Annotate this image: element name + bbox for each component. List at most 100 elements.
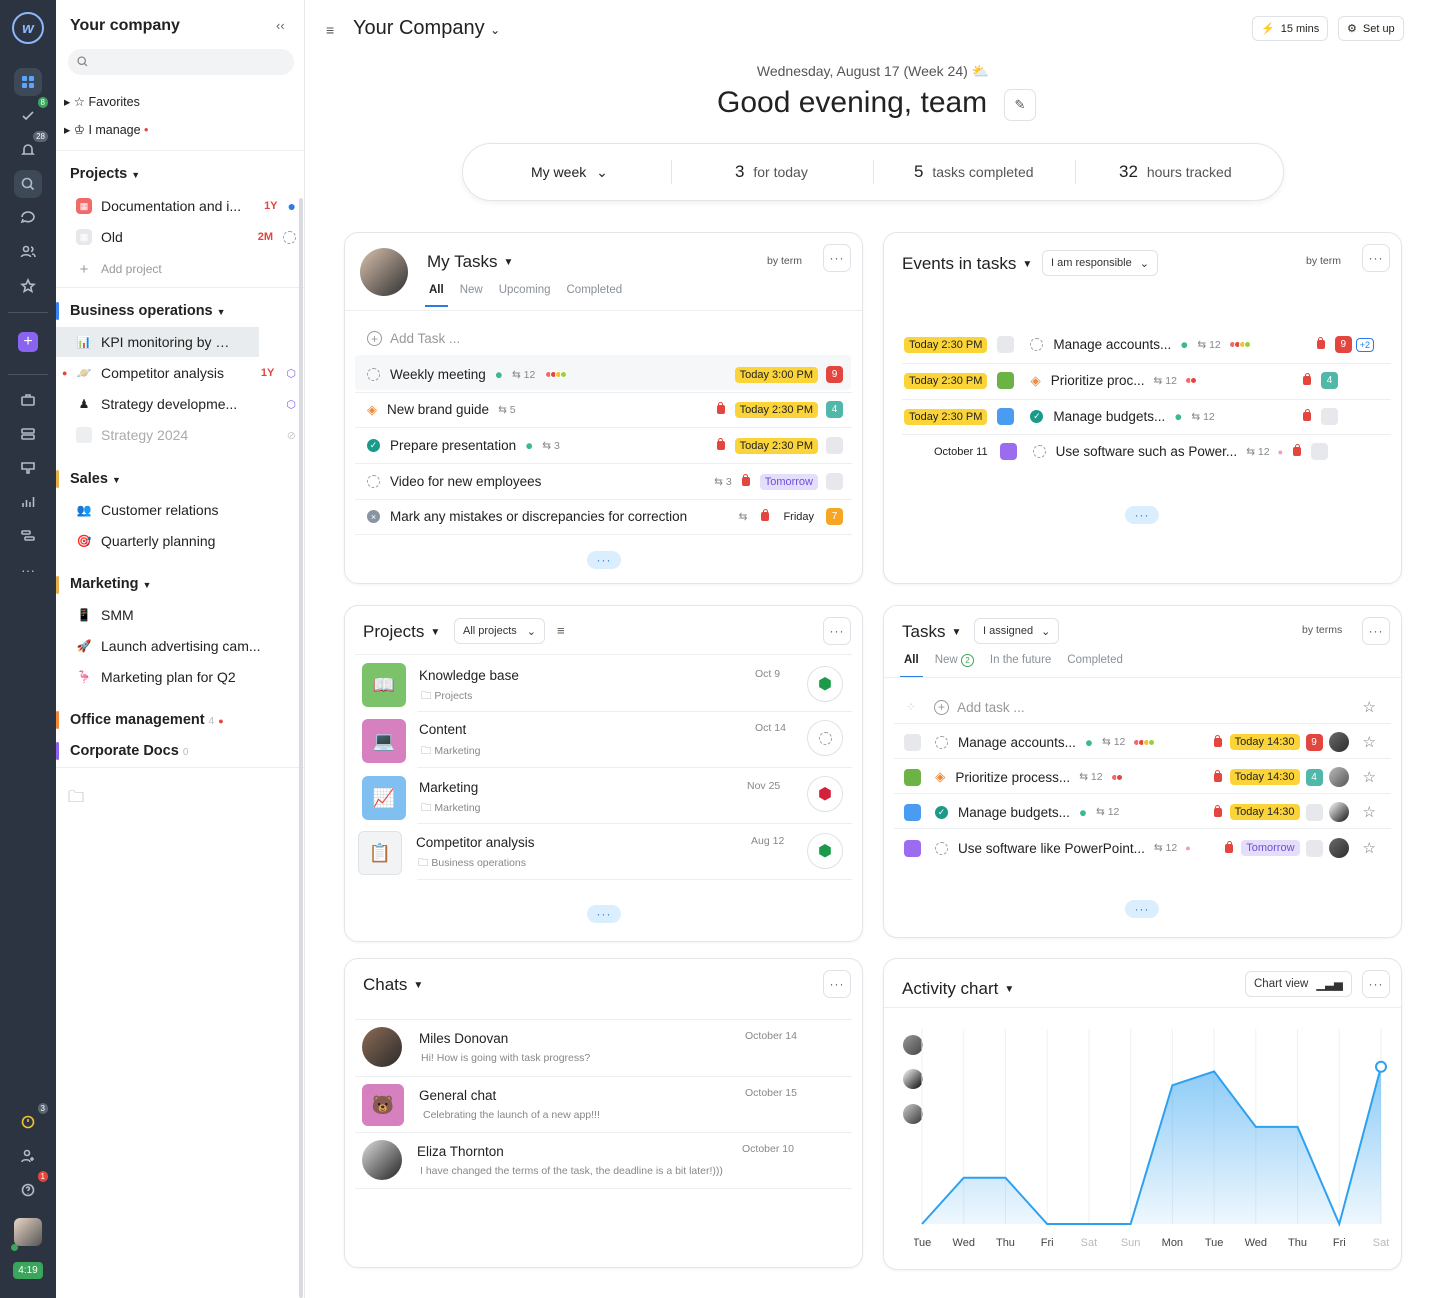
responsible-filter[interactable]: I am responsible ⌄ <box>1042 250 1158 276</box>
gantt-icon[interactable] <box>14 522 42 550</box>
sidebar-item-customer-relations[interactable]: 👥 Customer relations <box>76 497 296 523</box>
sort-by-term[interactable]: by term <box>767 255 803 267</box>
sidebar-project-documentation[interactable]: ▦ Documentation and i... 1Y ● <box>76 193 296 219</box>
tasks-title[interactable]: Tasks ▼ <box>902 622 962 641</box>
sidebar-item-quarterly[interactable]: 🎯 Quarterly planning <box>76 528 296 554</box>
sidebar-item-strategy-dev[interactable]: ♟ Strategy developme... ⬡ <box>76 391 296 417</box>
star-icon[interactable]: ☆ <box>1362 804 1376 821</box>
tasks-icon[interactable]: 8 <box>14 97 48 130</box>
sort-by-terms[interactable]: by terms <box>1302 624 1343 636</box>
task-row[interactable]: Weekly meeting ● ⇆ 12 Today 3:00 PM 9 <box>367 366 843 383</box>
show-more-button[interactable]: ··· <box>587 551 621 569</box>
add-task-input[interactable]: ⁘ + Add task ... ☆ <box>906 698 1376 716</box>
tab-new[interactable]: New <box>459 284 483 296</box>
tab-future[interactable]: In the future <box>989 654 1052 666</box>
chats-title[interactable]: Chats ▼ <box>363 975 424 994</box>
projects-group-title[interactable]: Projects ▼ <box>70 166 141 182</box>
task-row[interactable]: ✓ Manage budgets... ● ⇆ 12 Today 14:30 ☆ <box>904 802 1376 822</box>
briefcase-icon[interactable] <box>14 386 42 414</box>
chat-row[interactable]: Miles Donovan Hi! How is going with task… <box>355 1023 851 1075</box>
sidebar-item-kpi[interactable]: 📊 KPI monitoring by de... <box>76 329 296 355</box>
member-avatar[interactable] <box>903 1035 923 1055</box>
add-task-input[interactable]: + Add Task ... <box>367 331 460 346</box>
event-row[interactable]: Today 2:30 PM ◈ Prioritize proc... ⇆ 12 4 <box>904 372 1374 389</box>
chat-icon[interactable] <box>14 204 42 232</box>
member-avatar[interactable] <box>903 1069 923 1089</box>
my-tasks-title[interactable]: My Tasks ▼ <box>427 252 514 271</box>
sidebar-search-input[interactable] <box>68 49 294 75</box>
add-project-button[interactable]: + Add project <box>76 256 296 282</box>
workspace-title[interactable]: Your Company ⌄ <box>353 17 501 39</box>
tab-all[interactable]: All <box>900 654 923 678</box>
help-icon[interactable]: 1 <box>14 1171 48 1204</box>
task-row[interactable]: Video for new employees ⇆ 3 Tomorrow <box>367 473 843 490</box>
new-folder-icon[interactable]: 🗀 <box>68 789 85 806</box>
tab-all[interactable]: All <box>425 284 448 307</box>
more-button[interactable]: ··· <box>823 617 851 645</box>
assigned-filter[interactable]: I assigned ⌄ <box>974 618 1060 644</box>
chart-view-button[interactable]: Chart view ▁▃▅ <box>1245 971 1352 997</box>
sidebar-item-smm[interactable]: 📱 SMM <box>76 602 296 628</box>
more-button[interactable]: ··· <box>823 970 851 998</box>
favorites-item[interactable]: ▸ ☆ Favorites <box>64 95 140 109</box>
chat-row[interactable]: Eliza Thornton I have changed the terms … <box>355 1136 851 1188</box>
project-row[interactable]: 📋 Competitor analysis 🗀 Business operati… <box>355 827 851 881</box>
people-icon[interactable] <box>14 238 42 266</box>
filter-icon[interactable]: ≡ <box>557 623 565 638</box>
more-button[interactable]: ··· <box>1362 617 1390 645</box>
event-row[interactable]: Today 2:30 PM Manage accounts... ● ⇆ 12 9 +2 <box>904 336 1374 353</box>
show-more-button[interactable]: ··· <box>587 905 621 923</box>
sidebar-item-launch[interactable]: 🚀 Launch advertising cam... <box>76 633 296 659</box>
dashboard-icon[interactable] <box>14 68 42 96</box>
add-icon[interactable]: + <box>14 328 42 356</box>
task-row[interactable]: ◈ Prioritize process... ⇆ 12 Today 14:30 4 ☆ <box>904 767 1376 787</box>
company-name[interactable]: Your company <box>70 17 180 34</box>
member-avatar[interactable] <box>903 1104 923 1124</box>
projects-filter[interactable]: All projects ⌄ <box>454 618 546 644</box>
activity-title[interactable]: Activity chart ▼ <box>902 979 1015 998</box>
chat-row[interactable]: 🐻 General chat Celebrating the launch of… <box>355 1080 851 1132</box>
more-button[interactable]: ··· <box>1362 244 1390 272</box>
more-button[interactable]: ··· <box>823 244 851 272</box>
sidebar-item-strategy-2024[interactable]: Strategy 2024 ⊘ <box>76 422 296 448</box>
more-button[interactable]: ··· <box>1362 970 1390 998</box>
star-icon[interactable] <box>14 272 42 300</box>
sidebar-item-competitor[interactable]: ● 🪐 Competitor analysis 1Y ⬡ <box>62 365 296 381</box>
task-row[interactable]: × Mark any mistakes or discrepancies for … <box>367 508 843 525</box>
group-sales[interactable]: Sales ▼ <box>70 471 121 487</box>
project-row[interactable]: 📈 Marketing 🗀 Marketing Nov 25 ⬢ <box>355 771 851 825</box>
group-marketing[interactable]: Marketing ▼ <box>70 576 152 592</box>
app-logo[interactable]: w <box>12 12 44 44</box>
menu-icon[interactable]: ≡ <box>326 22 335 38</box>
tab-new[interactable]: New 2 <box>935 654 974 667</box>
invite-user-icon[interactable] <box>14 1142 42 1170</box>
board-icon[interactable] <box>14 454 42 482</box>
star-icon[interactable]: ☆ <box>1362 734 1376 751</box>
sidebar-project-old[interactable]: ▦ Old 2M <box>76 224 296 250</box>
more-icon[interactable]: ··· <box>21 562 35 578</box>
star-icon[interactable]: ☆ <box>1362 840 1376 857</box>
sidebar-scrollbar[interactable] <box>299 198 303 1298</box>
events-title[interactable]: Events in tasks ▼ <box>902 254 1033 273</box>
tab-completed[interactable]: Completed <box>1067 654 1123 666</box>
group-corporate-docs[interactable]: Corporate Docs 0 <box>70 743 188 759</box>
timer-button[interactable]: ⚡ 15 mins <box>1252 16 1329 41</box>
projects-title[interactable]: Projects ▼ <box>363 622 441 641</box>
group-office-management[interactable]: Office management 4 ● <box>70 712 224 728</box>
database-icon[interactable] <box>14 420 42 448</box>
show-more-button[interactable]: ··· <box>1125 506 1159 524</box>
show-more-button[interactable]: ··· <box>1125 900 1159 918</box>
star-icon[interactable]: ☆ <box>1362 769 1376 786</box>
time-tracker[interactable]: 4:19 <box>13 1262 43 1279</box>
star-icon[interactable]: ☆ <box>1362 699 1376 716</box>
task-row[interactable]: ✓ Prepare presentation ● ⇆ 3 Today 2:30 PM <box>367 437 843 454</box>
sidebar-item-marketing-plan[interactable]: 🦩 Marketing plan for Q2 <box>76 664 296 690</box>
edit-greeting-button[interactable]: ✎ <box>1004 89 1036 121</box>
user-avatar[interactable] <box>14 1218 42 1246</box>
sort-by-term[interactable]: by term <box>1306 255 1342 267</box>
task-row[interactable]: Manage accounts... ● ⇆ 12 Today 14:30 9 ☆ <box>904 732 1376 752</box>
event-row[interactable]: October 11 Use software such as Power... ⇆… <box>904 443 1374 460</box>
tab-upcoming[interactable]: Upcoming <box>498 284 551 296</box>
group-business-operations[interactable]: Business operations ▼ <box>70 303 226 319</box>
chart-icon[interactable] <box>14 488 42 516</box>
